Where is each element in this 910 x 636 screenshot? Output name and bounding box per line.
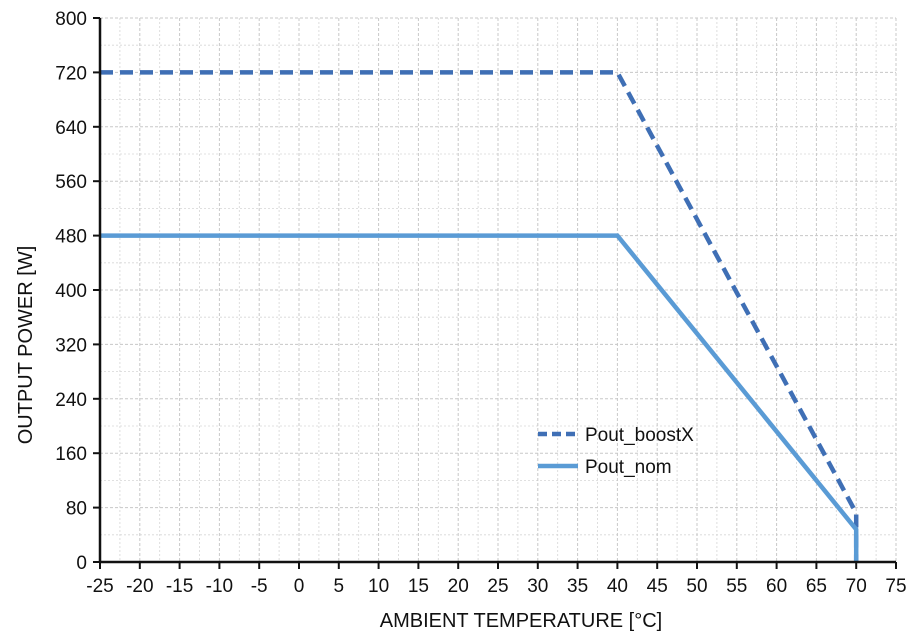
- y-tick-label: 480: [55, 227, 87, 248]
- x-tick-label: 60: [766, 576, 787, 597]
- y-tick-label: 560: [55, 172, 87, 193]
- x-tick-label: 0: [294, 576, 305, 597]
- x-tick-label: 10: [368, 576, 389, 597]
- x-tick-label: -5: [251, 576, 268, 597]
- series-layer: [100, 70, 859, 562]
- x-tick-label: -20: [126, 576, 153, 597]
- x-tick-label: 55: [726, 576, 747, 597]
- axes: [93, 17, 897, 569]
- x-tick-label: 75: [885, 576, 906, 597]
- x-tick-label: 65: [806, 576, 827, 597]
- y-axis-title: OUTPUT POWER [W]: [15, 246, 37, 445]
- x-tick-label: 45: [647, 576, 668, 597]
- y-tick-label: 400: [55, 281, 87, 302]
- x-axis-title: AMBIENT TEMPERATURE [°C]: [380, 610, 662, 632]
- x-tick-label: -15: [166, 576, 193, 597]
- y-tick-label: 640: [55, 118, 87, 139]
- x-tick-label: 50: [686, 576, 707, 597]
- x-tick-label: 40: [607, 576, 628, 597]
- grid-major: [100, 17, 897, 562]
- x-tick-label: 15: [408, 576, 429, 597]
- legend-label-Pout_nom: Pout_nom: [585, 457, 672, 478]
- x-tick-labels: -25 -20 -15 -10 -5 0 5 10 15 20 25 30 35 40 45 50 55 60 65…: [86, 576, 906, 597]
- y-tick-label: 80: [66, 499, 87, 520]
- y-tick-labels: 0 80 160 240 320 400 480 560 640 720 800: [55, 9, 87, 574]
- series-line-Pout_nom: [100, 233, 859, 562]
- x-tick-label: 20: [448, 576, 469, 597]
- x-tick-label: 30: [527, 576, 548, 597]
- y-tick-label: 720: [55, 63, 87, 84]
- x-tick-label: 70: [846, 576, 867, 597]
- x-tick-label: -25: [86, 576, 113, 597]
- legend-label-Pout_boostX: Pout_boostX: [585, 425, 694, 446]
- y-tick-label: 800: [55, 9, 87, 30]
- y-tick-label: 320: [55, 335, 87, 356]
- y-tick-label: 0: [76, 553, 87, 574]
- y-tick-label: 240: [55, 390, 87, 411]
- x-tick-label: 35: [567, 576, 588, 597]
- y-tick-label: 160: [55, 444, 87, 465]
- legend: Pout_boostX Pout_nom: [538, 425, 694, 478]
- x-tick-label: -10: [206, 576, 233, 597]
- x-tick-label: 25: [487, 576, 508, 597]
- x-tick-label: 5: [334, 576, 345, 597]
